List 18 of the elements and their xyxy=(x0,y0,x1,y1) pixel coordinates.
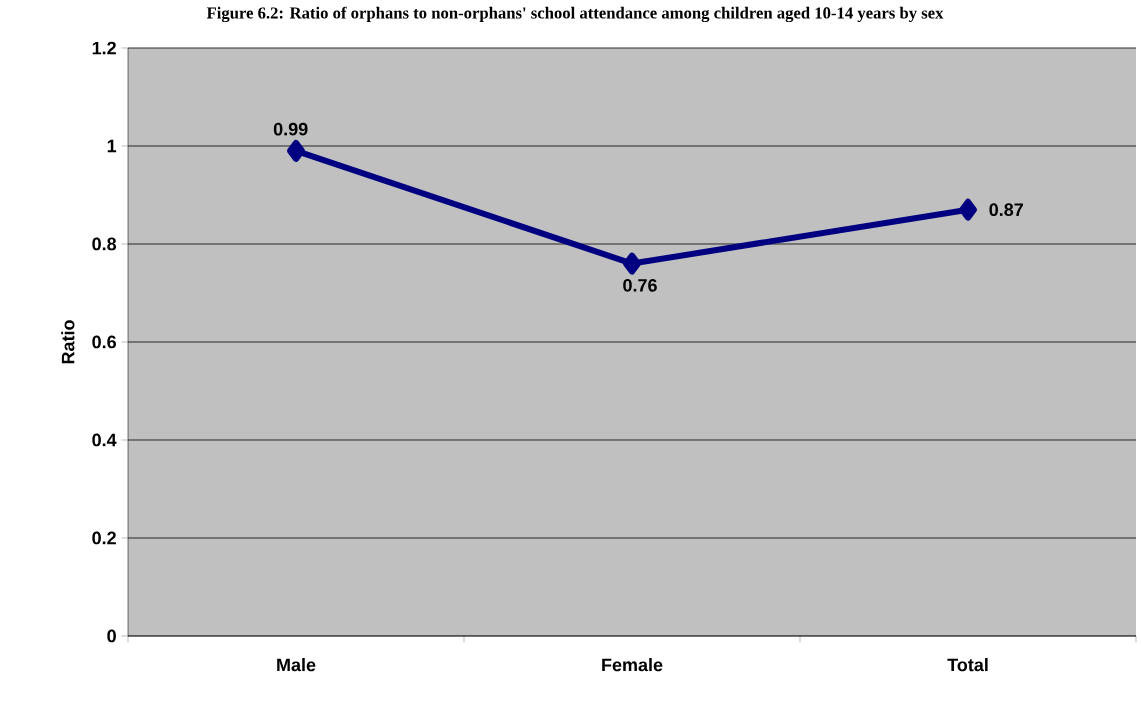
chart-title: Figure 6.2: Ratio of orphans to non-orphans' school attendance among children aged 10-14 years by sex xyxy=(206,6,944,23)
data-label: 0.76 xyxy=(623,278,657,292)
y-tick-label: 0.8 xyxy=(92,237,117,251)
point xyxy=(623,252,641,275)
data-label: 0.87 xyxy=(989,203,1023,217)
y-tick-label: 0.2 xyxy=(92,531,116,545)
point xyxy=(287,139,306,162)
y-axis-title: Ratio xyxy=(61,320,75,364)
x-tick-label: Female xyxy=(602,658,663,672)
data-label: 0.99 xyxy=(273,122,308,136)
y-tick-label: 1 xyxy=(107,139,117,153)
x-tick-label: Male xyxy=(277,658,316,672)
y-tick-label: 1.2 xyxy=(92,41,116,55)
y-tick-label: 0 xyxy=(107,629,116,643)
x-tick-label: Total xyxy=(947,658,988,672)
y-tick-label: 0.4 xyxy=(92,433,117,447)
y-tick-label: 0.6 xyxy=(92,335,116,349)
point xyxy=(959,198,978,221)
